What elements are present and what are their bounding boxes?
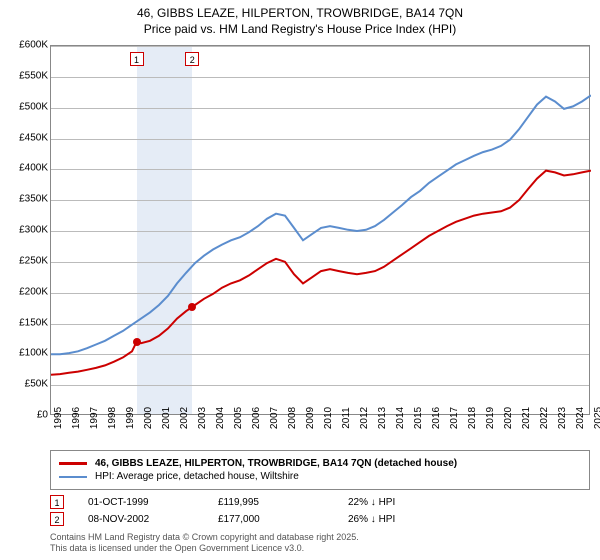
sale-hpi: 26% ↓ HPI xyxy=(348,514,478,525)
footer-line-2: This data is licensed under the Open Gov… xyxy=(50,543,304,553)
x-axis-label: 2005 xyxy=(233,407,244,429)
chart-title: 46, GIBBS LEAZE, HILPERTON, TROWBRIDGE, … xyxy=(0,0,600,37)
x-axis-label: 2006 xyxy=(251,407,262,429)
legend-label: HPI: Average price, detached house, Wilt… xyxy=(95,471,299,482)
y-axis-label: £550K xyxy=(3,70,48,81)
legend-swatch xyxy=(59,476,87,478)
series-line xyxy=(51,171,591,375)
x-axis-label: 2012 xyxy=(359,407,370,429)
y-axis-label: £350K xyxy=(3,194,48,205)
y-axis-label: £400K xyxy=(3,163,48,174)
x-axis-label: 2002 xyxy=(179,407,190,429)
x-axis-label: 2015 xyxy=(413,407,424,429)
x-axis-label: 2011 xyxy=(341,407,352,429)
footer-attribution: Contains HM Land Registry data © Crown c… xyxy=(50,532,359,554)
y-axis-label: £450K xyxy=(3,132,48,143)
sale-marker: 1 xyxy=(130,52,144,66)
sales-table: 1 01-OCT-1999£119,99522% ↓ HPI 2 08-NOV-200… xyxy=(50,492,590,529)
title-line-2: Price paid vs. HM Land Registry's House … xyxy=(144,22,456,36)
x-axis-label: 2014 xyxy=(395,407,406,429)
x-axis-label: 1998 xyxy=(107,407,118,429)
sale-row: 1 01-OCT-1999£119,99522% ↓ HPI xyxy=(50,495,590,509)
x-axis-label: 2004 xyxy=(215,407,226,429)
x-axis-label: 2009 xyxy=(305,407,316,429)
series-svg xyxy=(51,46,591,416)
sale-marker-box: 1 xyxy=(50,495,64,509)
x-axis-label: 2010 xyxy=(323,407,334,429)
x-axis-label: 2007 xyxy=(269,407,280,429)
x-axis-label: 2008 xyxy=(287,407,298,429)
y-axis-label: £150K xyxy=(3,317,48,328)
x-axis-label: 2017 xyxy=(449,407,460,429)
x-axis-label: 2020 xyxy=(503,407,514,429)
x-axis-label: 2001 xyxy=(161,407,172,429)
x-axis-label: 2019 xyxy=(485,407,496,429)
y-axis-label: £50K xyxy=(3,379,48,390)
sale-marker: 2 xyxy=(185,52,199,66)
plot-area: 12 xyxy=(50,45,590,415)
sale-dot xyxy=(188,303,196,311)
x-axis-label: 1999 xyxy=(125,407,136,429)
sale-hpi: 22% ↓ HPI xyxy=(348,497,478,508)
legend-item: 46, GIBBS LEAZE, HILPERTON, TROWBRIDGE, … xyxy=(59,458,581,469)
legend-item: HPI: Average price, detached house, Wilt… xyxy=(59,471,581,482)
title-line-1: 46, GIBBS LEAZE, HILPERTON, TROWBRIDGE, … xyxy=(137,6,463,20)
y-axis-label: £250K xyxy=(3,255,48,266)
sale-marker-box: 2 xyxy=(50,512,64,526)
y-axis-label: £500K xyxy=(3,101,48,112)
x-axis-label: 2000 xyxy=(143,407,154,429)
x-axis-label: 2023 xyxy=(557,407,568,429)
legend: 46, GIBBS LEAZE, HILPERTON, TROWBRIDGE, … xyxy=(50,450,590,490)
sale-row: 2 08-NOV-2002£177,00026% ↓ HPI xyxy=(50,512,590,526)
legend-label: 46, GIBBS LEAZE, HILPERTON, TROWBRIDGE, … xyxy=(95,458,457,469)
x-axis-label: 1997 xyxy=(89,407,100,429)
y-axis-label: £0 xyxy=(3,410,48,421)
sale-date: 01-OCT-1999 xyxy=(88,497,218,508)
x-axis-label: 1996 xyxy=(71,407,82,429)
y-axis-label: £100K xyxy=(3,348,48,359)
x-axis-label: 2021 xyxy=(521,407,532,429)
x-axis-label: 2016 xyxy=(431,407,442,429)
sale-dot xyxy=(133,338,141,346)
legend-swatch xyxy=(59,462,87,465)
y-axis-label: £600K xyxy=(3,40,48,51)
sale-price: £119,995 xyxy=(218,497,348,508)
x-axis-label: 2003 xyxy=(197,407,208,429)
x-axis-label: 2025 xyxy=(593,407,600,429)
x-axis-label: 2022 xyxy=(539,407,550,429)
footer-line-1: Contains HM Land Registry data © Crown c… xyxy=(50,532,359,542)
chart-container: 46, GIBBS LEAZE, HILPERTON, TROWBRIDGE, … xyxy=(0,0,600,560)
x-axis-label: 2013 xyxy=(377,407,388,429)
x-axis-label: 1995 xyxy=(53,407,64,429)
sale-price: £177,000 xyxy=(218,514,348,525)
y-axis-label: £200K xyxy=(3,286,48,297)
x-axis-label: 2024 xyxy=(575,407,586,429)
y-axis-label: £300K xyxy=(3,225,48,236)
series-line xyxy=(51,95,591,354)
sale-date: 08-NOV-2002 xyxy=(88,514,218,525)
x-axis-label: 2018 xyxy=(467,407,478,429)
